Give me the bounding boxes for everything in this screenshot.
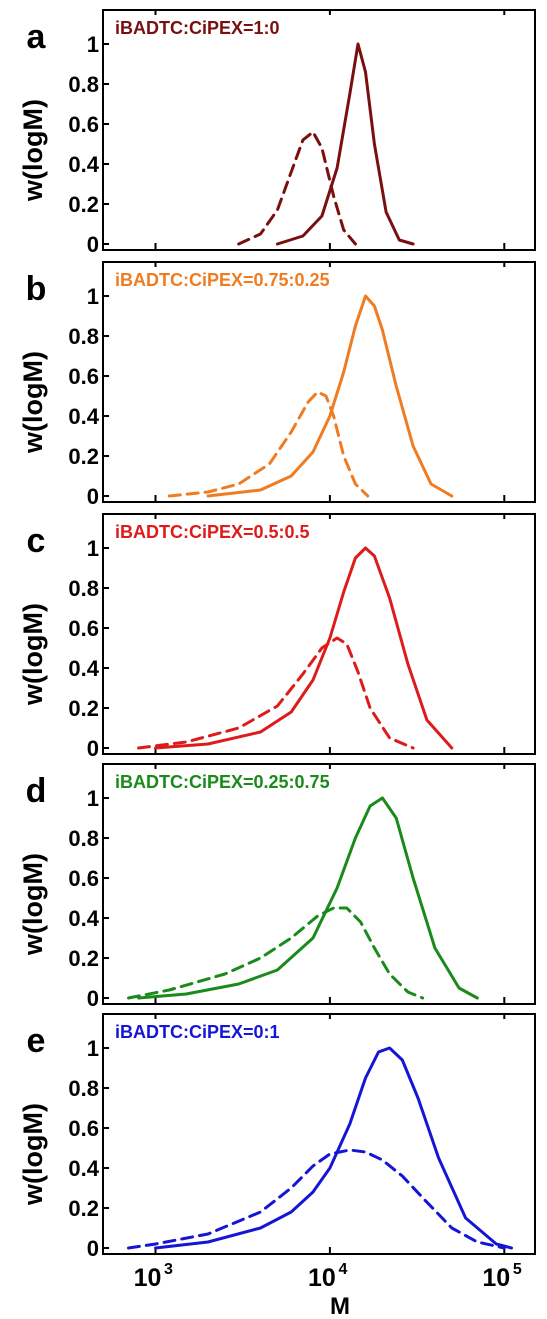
y-tick-label: 1 bbox=[87, 786, 99, 811]
series-line-dashed bbox=[237, 130, 357, 246]
panel-letter: c bbox=[27, 522, 46, 560]
y-tick-label: 0.6 bbox=[68, 1116, 99, 1141]
y-tick-label: 0 bbox=[87, 232, 99, 257]
y-tick-label: 0.2 bbox=[68, 946, 99, 971]
series-annotation: iBADTC:CiPEX=0:1 bbox=[115, 1022, 280, 1042]
x-tick-label: 10 bbox=[482, 1264, 510, 1292]
y-tick-label: 0.8 bbox=[68, 826, 99, 851]
y-tick-label: 0.4 bbox=[68, 404, 99, 429]
y-tick-label: 1 bbox=[87, 536, 99, 561]
y-tick-label: 0 bbox=[87, 1236, 99, 1261]
y-tick-label: 0.4 bbox=[68, 656, 99, 681]
panel-c: 0 0.2 0.4 0.6 0.8 1 w(logM) c iBADTC:CiPEX=0.5:0… bbox=[18, 513, 536, 761]
y-tick-label: 0.4 bbox=[68, 1156, 99, 1181]
panel-d: 0 0.2 0.4 0.6 0.8 1 w(logM) d iBADTC:CiPEX=0.25:… bbox=[18, 763, 536, 1011]
plot-frame bbox=[102, 261, 536, 503]
y-tick-label: 0.8 bbox=[68, 324, 99, 349]
panel-b: 0 0.2 0.4 0.6 0.8 1 w(logM) b iBADTC:CiPEX=0.75:… bbox=[18, 261, 536, 509]
y-tick-label: 0 bbox=[87, 484, 99, 509]
y-axis-label: w(logM) bbox=[18, 99, 48, 202]
series-annotation: iBADTC:CiPEX=0.75:0.25 bbox=[115, 270, 330, 290]
y-tick-label: 0.8 bbox=[68, 576, 99, 601]
series-line-dashed bbox=[167, 390, 370, 498]
plot-frame bbox=[102, 9, 536, 251]
y-tick-label: 0 bbox=[87, 736, 99, 761]
y-tick-label: 0.2 bbox=[68, 192, 99, 217]
series-line-solid bbox=[154, 1046, 513, 1250]
y-tick-label: 0.8 bbox=[68, 72, 99, 97]
x-tick-exponent: 5 bbox=[513, 1261, 522, 1278]
y-axis-label: w(logM) bbox=[18, 1103, 48, 1206]
plot-frame bbox=[102, 763, 536, 1005]
series-line-dashed bbox=[137, 636, 415, 750]
y-tick-label: 0.4 bbox=[68, 906, 99, 931]
x-axis-label: M bbox=[330, 1293, 350, 1319]
y-tick-label: 0.4 bbox=[68, 152, 99, 177]
y-axis-label: w(logM) bbox=[18, 351, 48, 454]
panel-letter: a bbox=[27, 18, 47, 56]
y-axis-label: w(logM) bbox=[18, 603, 48, 706]
y-tick-label: 0.2 bbox=[68, 1196, 99, 1221]
series-line-solid bbox=[154, 546, 454, 750]
x-tick-exponent: 4 bbox=[338, 1261, 347, 1278]
plot-frame bbox=[102, 513, 536, 755]
y-tick-label: 0.2 bbox=[68, 444, 99, 469]
series-line-dashed bbox=[127, 1148, 506, 1250]
y-tick-label: 1 bbox=[87, 32, 99, 57]
panel-letter: d bbox=[26, 772, 47, 810]
y-tick-label: 0.6 bbox=[68, 866, 99, 891]
y-tick-label: 0.2 bbox=[68, 696, 99, 721]
plot-frame bbox=[102, 1013, 536, 1255]
y-tick-label: 0.6 bbox=[68, 364, 99, 389]
series-line-solid bbox=[275, 42, 415, 246]
series-line-solid bbox=[206, 294, 454, 498]
x-tick-exponent: 3 bbox=[164, 1261, 173, 1278]
series-annotation: iBADTC:CiPEX=0.25:0.75 bbox=[115, 772, 330, 792]
panel-letter: e bbox=[27, 1022, 46, 1060]
y-tick-label: 0.6 bbox=[68, 616, 99, 641]
panel-e: 0 0.2 0.4 0.6 0.8 1 w(logM) e iBADTC:CiPEX=0:1 10… bbox=[18, 1013, 536, 1319]
x-tick-label: 10 bbox=[308, 1264, 336, 1292]
y-tick-label: 1 bbox=[87, 284, 99, 309]
y-tick-label: 0.8 bbox=[68, 1076, 99, 1101]
series-line-dashed bbox=[127, 906, 425, 1000]
panel-letter: b bbox=[26, 270, 47, 308]
series-line-solid bbox=[137, 796, 479, 1000]
y-tick-label: 0.6 bbox=[68, 112, 99, 137]
y-tick-label: 1 bbox=[87, 1036, 99, 1061]
y-tick-label: 0 bbox=[87, 986, 99, 1011]
panel-a: 0 0.2 0.4 0.6 0.8 1 w(logM) a iBADTC:CiPEX=1:0 bbox=[18, 9, 536, 257]
x-tick-label: 10 bbox=[134, 1264, 162, 1292]
series-annotation: iBADTC:CiPEX=1:0 bbox=[115, 18, 280, 38]
series-annotation: iBADTC:CiPEX=0.5:0.5 bbox=[115, 522, 310, 542]
y-axis-label: w(logM) bbox=[18, 853, 48, 956]
